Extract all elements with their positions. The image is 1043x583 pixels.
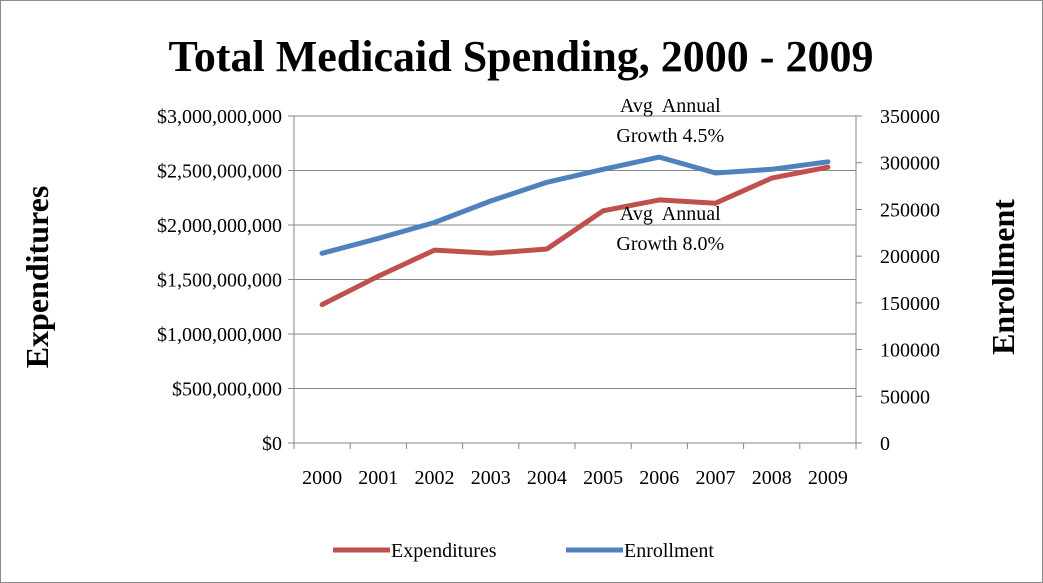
x-axis-tick-label: 2000: [302, 467, 342, 489]
x-axis-tick-label: 2006: [639, 467, 679, 489]
left-axis-tick-label: $2,000,000,000: [157, 215, 282, 237]
annotation-text: Growth 8.0%: [616, 233, 724, 255]
x-axis-tick-label: 2003: [471, 467, 511, 489]
annotations: Avg Annual Growth 4.5% Avg Annual Growth 8.…: [616, 95, 724, 255]
legend: Expenditures Enrollment: [333, 540, 714, 562]
left-axis-tick-label: $3,000,000,000: [157, 106, 282, 128]
left-axis-tick-label: $0: [262, 433, 282, 455]
right-axis-tick-label: 300000: [880, 153, 940, 175]
right-axis-tick-label: 350000: [880, 106, 940, 128]
gridlines: [294, 115, 856, 389]
right-axis-tick-label: 250000: [880, 199, 940, 221]
axes: $0 $500,000,000 $1,000,000,000 $1,500,000,0…: [157, 106, 940, 489]
right-axis-tick-label: 50000: [880, 386, 930, 408]
left-axis-tick-label: $1,500,000,000: [157, 270, 282, 292]
left-axis-tick-label: $2,500,000,000: [157, 161, 282, 183]
series-line-expenditures: [319, 164, 831, 308]
annotation-text: Avg Annual: [620, 203, 721, 225]
y-axis-label-left: Expenditures: [19, 186, 55, 369]
x-axis-tick-label: 2001: [358, 467, 398, 489]
series-lines: [319, 154, 831, 308]
annotation-text: Growth 4.5%: [616, 125, 724, 147]
left-axis-tick-label: $1,000,000,000: [157, 324, 282, 346]
right-axis-tick-label: 100000: [880, 340, 940, 362]
right-axis-tick-label: 200000: [880, 246, 940, 268]
y-axis-label-right: Enrollment: [985, 199, 1021, 355]
left-axis-tick-label: $500,000,000: [172, 379, 282, 401]
x-axis-tick-label: 2005: [583, 467, 623, 489]
x-axis-tick-label: 2002: [415, 467, 455, 489]
legend-label-enrollment: Enrollment: [624, 540, 714, 562]
x-axis-tick-label: 2009: [808, 467, 848, 489]
x-axis-tick-label: 2004: [527, 467, 567, 489]
legend-label-expenditures: Expenditures: [391, 540, 497, 562]
right-axis-tick-label: 150000: [880, 293, 940, 315]
x-axis-tick-label: 2007: [696, 467, 736, 489]
x-axis-tick-label: 2008: [752, 467, 792, 489]
series-line-enrollment: [319, 154, 831, 256]
chart-title: Total Medicaid Spending, 2000 - 2009: [169, 32, 874, 81]
annotation-text: Avg Annual: [620, 95, 721, 117]
right-axis-tick-label: 0: [880, 433, 890, 455]
